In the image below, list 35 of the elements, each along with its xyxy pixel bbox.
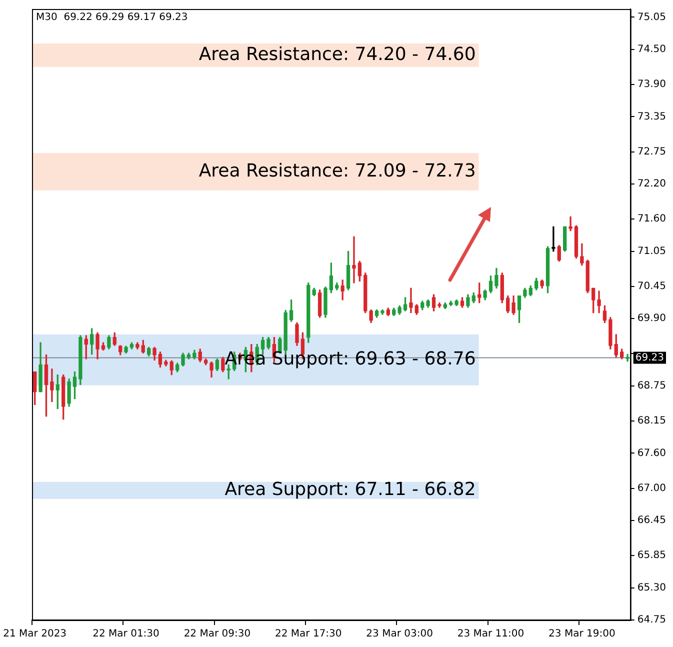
x-tick-label: 23 Mar 03:00	[366, 628, 433, 640]
y-tick-label: 68.15	[637, 416, 666, 427]
y-tick-label: 67.00	[637, 482, 666, 494]
y-tick-label: 70.45	[637, 281, 666, 292]
x-tick-label: 22 Mar 09:30	[184, 628, 251, 640]
x-tick-label: 22 Mar 01:30	[92, 628, 160, 640]
chart-title: M30 69.22 69.29 69.17 69.23	[36, 12, 188, 23]
candlestick	[552, 226, 556, 252]
y-tick-label: 66.45	[637, 515, 666, 526]
candlestick	[626, 354, 630, 362]
candlestick	[568, 216, 572, 232]
y-tick-label: 75.05	[637, 12, 666, 23]
x-tick-label: 23 Mar 11:00	[457, 628, 524, 640]
y-tick-label: 74.50	[637, 44, 666, 55]
x-tick-label: 21 Mar 2023	[3, 628, 67, 640]
ref-line-label: 69.23	[635, 352, 664, 364]
candlestick	[352, 236, 356, 284]
y-tick-label: 73.90	[637, 79, 666, 90]
y-tick-label: 73.35	[637, 111, 666, 122]
y-tick-label: 72.75	[637, 146, 666, 158]
y-tick-label: 67.60	[637, 448, 666, 459]
y-tick-label: 72.20	[637, 178, 666, 190]
y-tick-label: 68.75	[637, 380, 666, 392]
x-tick-label: 22 Mar 17:30	[274, 628, 342, 640]
y-tick-label: 71.60	[637, 214, 666, 225]
band-label: Area Resistance: 72.09 - 72.73	[198, 160, 476, 182]
y-tick-label: 65.30	[637, 582, 666, 594]
x-tick-label: 23 Mar 19:00	[548, 628, 616, 640]
y-tick-label: 71.05	[637, 246, 666, 257]
band-label: Area Support: 67.11 - 66.82	[224, 479, 476, 500]
y-tick-label: 69.90	[637, 313, 666, 324]
band-label: Area Resistance: 74.20 - 74.60	[198, 44, 476, 65]
y-tick-label: 64.75	[637, 614, 666, 626]
candlestick	[409, 288, 413, 314]
y-tick-label: 65.85	[637, 550, 666, 562]
